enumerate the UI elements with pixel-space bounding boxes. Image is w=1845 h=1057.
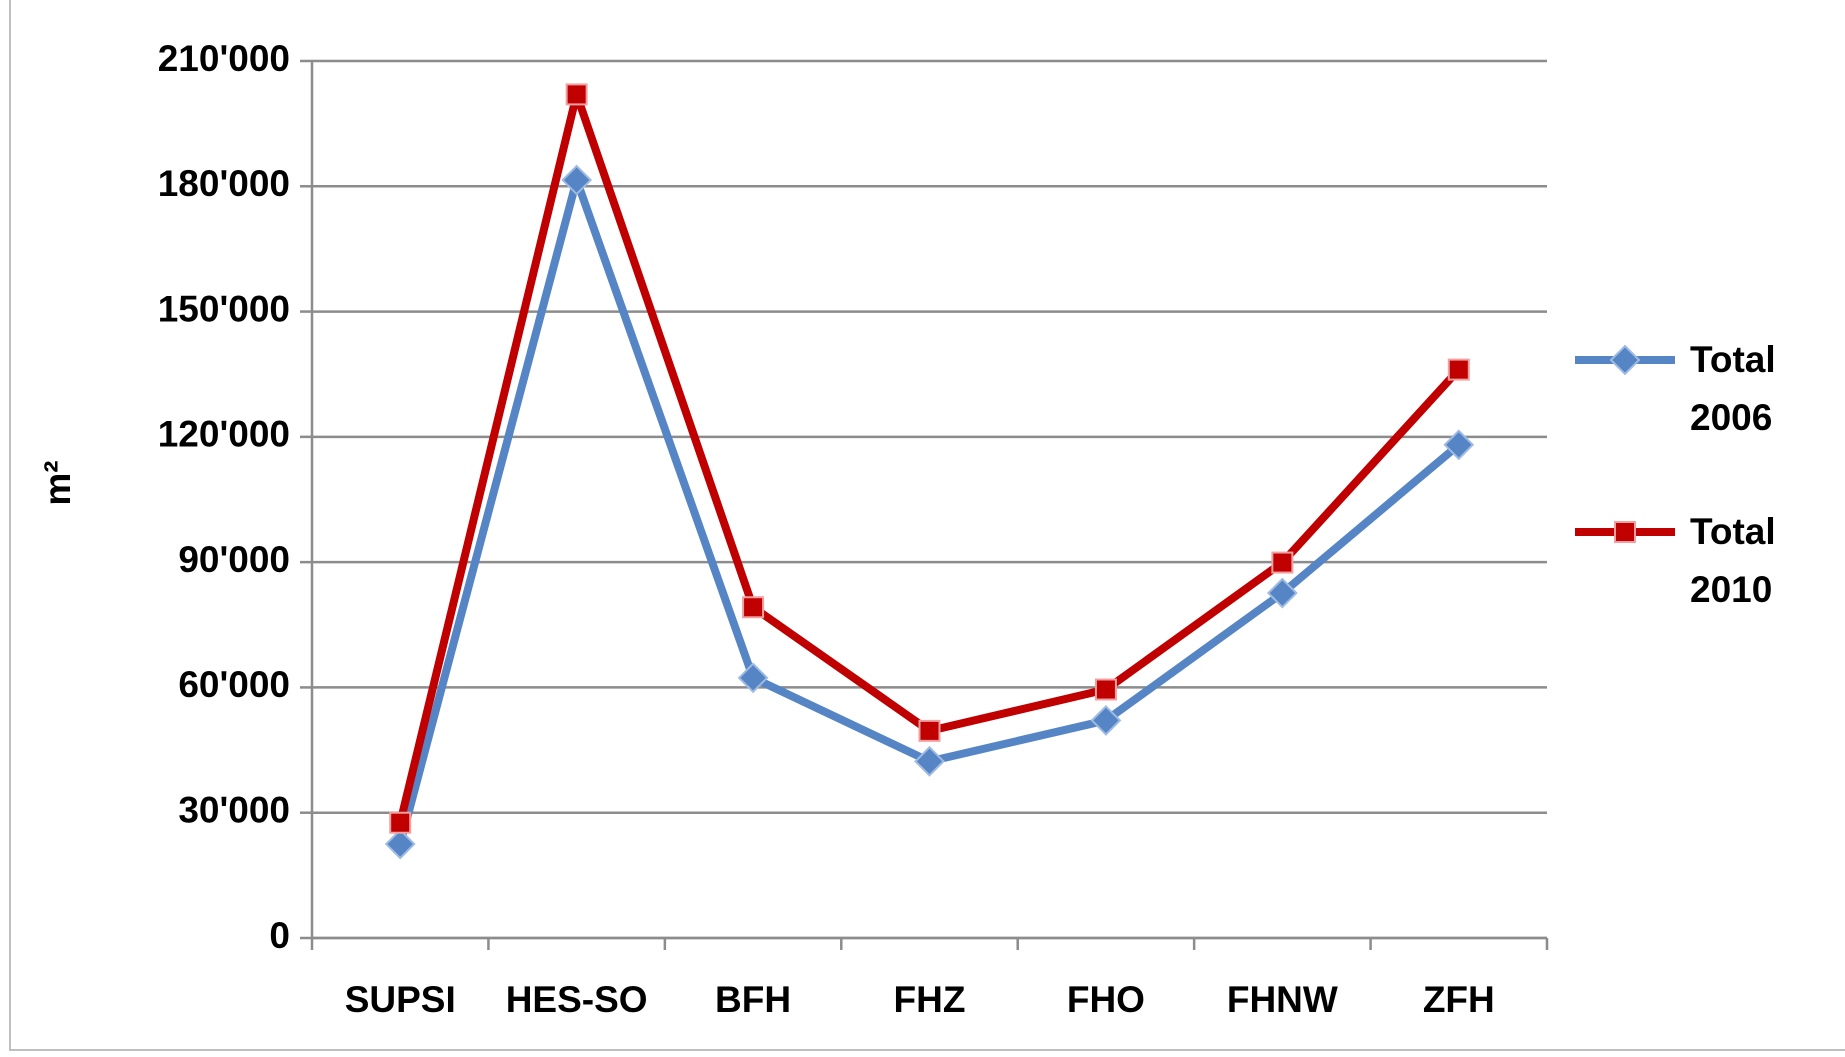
y-tick-label: 0 (269, 915, 290, 956)
marker (389, 811, 412, 834)
marker (1447, 358, 1470, 381)
y-tick-label: 60'000 (178, 664, 290, 705)
x-tick-label: ZFH (1423, 979, 1495, 1020)
marker (561, 164, 593, 196)
series-line (396, 90, 1462, 824)
x-tick-label: BFH (715, 979, 791, 1020)
y-tick-label: 90'000 (178, 539, 290, 580)
marker (1094, 678, 1117, 701)
marker (1443, 429, 1475, 461)
marker (914, 745, 945, 777)
marker (918, 719, 941, 742)
legend-label: Total 2010 (1690, 511, 1776, 610)
y-tick-label: 210'000 (158, 38, 290, 79)
y-axis-label: m² (37, 460, 78, 505)
marker (384, 828, 416, 860)
y-tick-label: 30'000 (178, 789, 290, 830)
x-tick-label: FHO (1067, 979, 1145, 1020)
legend-label: Total 2006 (1690, 339, 1776, 438)
x-tick-label: FHNW (1227, 979, 1338, 1020)
marker (1266, 577, 1298, 609)
y-tick-label: 180'000 (158, 163, 290, 204)
legend-marker (1609, 344, 1641, 376)
x-tick-label: SUPSI (345, 979, 456, 1020)
marker (565, 83, 588, 106)
marker (1271, 551, 1294, 574)
series-line (396, 176, 1462, 846)
y-tick-label: 150'000 (158, 288, 290, 329)
chart-border (9, 0, 1845, 1051)
y-tick-label: 120'000 (158, 414, 290, 455)
marker (742, 596, 765, 619)
marker (1090, 705, 1122, 736)
marker (737, 662, 769, 694)
legend-marker (1614, 521, 1636, 543)
x-tick-label: HES-SO (506, 979, 648, 1020)
x-tick-label: FHZ (894, 979, 966, 1020)
